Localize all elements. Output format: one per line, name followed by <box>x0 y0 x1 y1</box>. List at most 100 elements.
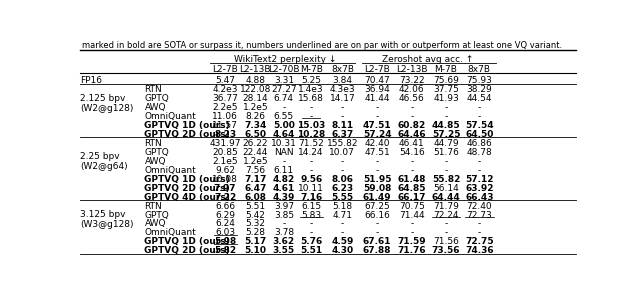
Text: 4.61: 4.61 <box>273 184 295 193</box>
Text: 64.85: 64.85 <box>397 184 426 193</box>
Text: 5.83: 5.83 <box>301 210 321 220</box>
Text: 51.76: 51.76 <box>433 148 459 157</box>
Text: 67.61: 67.61 <box>363 237 391 246</box>
Text: L2-13B: L2-13B <box>396 65 428 74</box>
Text: 11.06: 11.06 <box>212 112 238 121</box>
Text: 66.43: 66.43 <box>465 193 493 202</box>
Text: 6.03: 6.03 <box>215 228 235 237</box>
Text: 4.88: 4.88 <box>245 76 266 85</box>
Text: -: - <box>444 103 447 112</box>
Text: M-7B: M-7B <box>300 65 323 74</box>
Text: -: - <box>282 220 285 229</box>
Text: 71.76: 71.76 <box>397 246 426 255</box>
Text: 61.48: 61.48 <box>397 175 426 184</box>
Text: -: - <box>376 220 379 229</box>
Text: 5.25: 5.25 <box>301 76 321 85</box>
Text: -: - <box>444 220 447 229</box>
Text: 4.59: 4.59 <box>331 237 353 246</box>
Text: 56.14: 56.14 <box>433 184 459 193</box>
Text: 7.22: 7.22 <box>214 193 236 202</box>
Text: 6.66: 6.66 <box>215 201 235 210</box>
Text: GPTVQ 2D (ours): GPTVQ 2D (ours) <box>145 184 230 193</box>
Text: 5.32: 5.32 <box>245 220 266 229</box>
Text: AWQ: AWQ <box>145 220 166 229</box>
Text: OmniQuant: OmniQuant <box>145 228 196 237</box>
Text: -: - <box>340 220 344 229</box>
Text: 44.85: 44.85 <box>432 121 460 130</box>
Text: 6.50: 6.50 <box>244 130 266 139</box>
Text: 5.00: 5.00 <box>273 121 295 130</box>
Text: 64.46: 64.46 <box>397 130 426 139</box>
Text: 42.06: 42.06 <box>399 85 424 94</box>
Text: -: - <box>410 166 413 175</box>
Text: 6.55: 6.55 <box>274 112 294 121</box>
Text: AWQ: AWQ <box>145 103 166 112</box>
Text: 5.82: 5.82 <box>214 246 236 255</box>
Text: 5.17: 5.17 <box>244 237 266 246</box>
Text: 4.30: 4.30 <box>332 246 353 255</box>
Text: 14.17: 14.17 <box>330 94 355 103</box>
Text: 48.78: 48.78 <box>467 148 492 157</box>
Text: -: - <box>477 157 481 166</box>
Text: (W2@g128): (W2@g128) <box>80 104 133 113</box>
Text: 54.16: 54.16 <box>399 148 425 157</box>
Text: 15.03: 15.03 <box>297 121 325 130</box>
Text: 5.98: 5.98 <box>214 237 236 246</box>
Text: GPTVQ 2D (ours): GPTVQ 2D (ours) <box>145 246 230 255</box>
Text: 4.71: 4.71 <box>332 210 353 220</box>
Text: 59.08: 59.08 <box>363 184 391 193</box>
Text: Zeroshot avg acc. ↑: Zeroshot avg acc. ↑ <box>382 55 474 64</box>
Text: -: - <box>410 228 413 237</box>
Text: -: - <box>282 157 285 166</box>
Text: 431.97: 431.97 <box>209 139 241 148</box>
Text: 41.44: 41.44 <box>364 94 390 103</box>
Text: 66.16: 66.16 <box>364 210 390 220</box>
Text: -: - <box>282 103 285 112</box>
Text: 122.08: 122.08 <box>239 85 271 94</box>
Text: 10.31: 10.31 <box>271 139 297 148</box>
Text: L2-70B: L2-70B <box>268 65 300 74</box>
Text: 57.12: 57.12 <box>465 175 493 184</box>
Text: 6.74: 6.74 <box>274 94 294 103</box>
Text: 66.17: 66.17 <box>397 193 426 202</box>
Text: 7.97: 7.97 <box>214 184 236 193</box>
Text: RTN: RTN <box>145 139 162 148</box>
Text: 8.26: 8.26 <box>245 112 266 121</box>
Text: 61.49: 61.49 <box>363 193 392 202</box>
Text: 71.79: 71.79 <box>433 201 459 210</box>
Text: GPTQ: GPTQ <box>145 210 169 220</box>
Text: 72.75: 72.75 <box>465 237 493 246</box>
Text: GPTVQ 1D (ours): GPTVQ 1D (ours) <box>145 121 230 130</box>
Text: 38.29: 38.29 <box>467 85 492 94</box>
Text: 57.54: 57.54 <box>465 121 493 130</box>
Text: 9.62: 9.62 <box>215 166 235 175</box>
Text: 4.82: 4.82 <box>273 175 295 184</box>
Text: 2.2e5: 2.2e5 <box>212 103 238 112</box>
Text: 74.36: 74.36 <box>465 246 493 255</box>
Text: -: - <box>444 166 447 175</box>
Text: L2-7B: L2-7B <box>212 65 238 74</box>
Text: -: - <box>310 103 313 112</box>
Text: 10.28: 10.28 <box>297 130 325 139</box>
Text: 42.40: 42.40 <box>364 139 390 148</box>
Text: 8x7B: 8x7B <box>331 65 354 74</box>
Text: 71.44: 71.44 <box>399 210 424 220</box>
Text: 71.52: 71.52 <box>298 139 324 148</box>
Text: 3.84: 3.84 <box>332 76 353 85</box>
Text: 6.08: 6.08 <box>244 193 266 202</box>
Text: 8.11: 8.11 <box>332 121 353 130</box>
Text: 26.22: 26.22 <box>243 139 268 148</box>
Text: 6.15: 6.15 <box>301 201 321 210</box>
Text: 37.75: 37.75 <box>433 85 459 94</box>
Text: 22.44: 22.44 <box>243 148 268 157</box>
Text: 10.11: 10.11 <box>298 184 324 193</box>
Text: 75.93: 75.93 <box>467 76 492 85</box>
Text: 46.86: 46.86 <box>467 139 492 148</box>
Text: -: - <box>444 112 447 121</box>
Text: GPTVQ 4D (ours): GPTVQ 4D (ours) <box>145 193 230 202</box>
Text: marked in bold are SOTA or surpass it, numbers underlined are on par with or out: marked in bold are SOTA or surpass it, n… <box>83 41 563 50</box>
Text: 9.56: 9.56 <box>300 175 323 184</box>
Text: GPTVQ 1D (ours): GPTVQ 1D (ours) <box>145 237 230 246</box>
Text: 2.125 bpv: 2.125 bpv <box>80 94 125 103</box>
Text: 72.40: 72.40 <box>467 201 492 210</box>
